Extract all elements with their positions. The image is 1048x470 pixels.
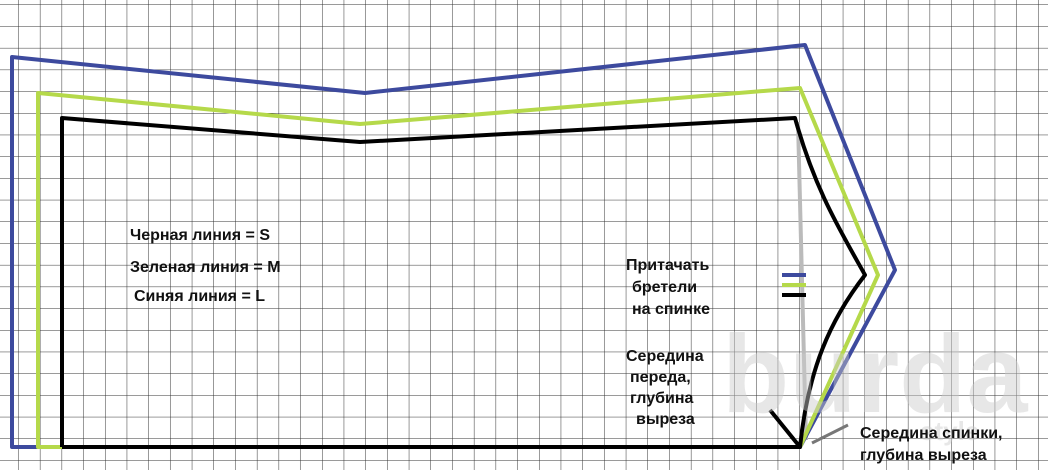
back-note: глубина выреза	[860, 447, 987, 464]
green-line	[36, 86, 880, 449]
blue-line	[10, 43, 897, 449]
front-note: переда,	[630, 369, 691, 386]
back-pointer	[811, 423, 849, 445]
strap-note: на спинке	[632, 301, 710, 318]
strap-note: бретели	[632, 279, 697, 296]
black-line	[60, 116, 867, 449]
front-note: глубина	[630, 390, 694, 407]
legend-s: Черная линия = S	[130, 227, 270, 244]
legend-l: Синяя линия = L	[134, 288, 265, 305]
watermark-sub: style	[920, 416, 979, 446]
front-note: выреза	[636, 411, 695, 428]
legend-m: Зеленая линия = M	[130, 259, 281, 276]
back-note: Середина спинки,	[860, 425, 1002, 442]
strap-note: Притачать	[626, 257, 709, 274]
front-note: Середина	[626, 348, 704, 365]
pattern-lines	[10, 43, 897, 449]
center-line	[796, 121, 808, 441]
watermark-brand: burda	[722, 313, 1028, 436]
watermark: burda style	[722, 313, 1028, 446]
